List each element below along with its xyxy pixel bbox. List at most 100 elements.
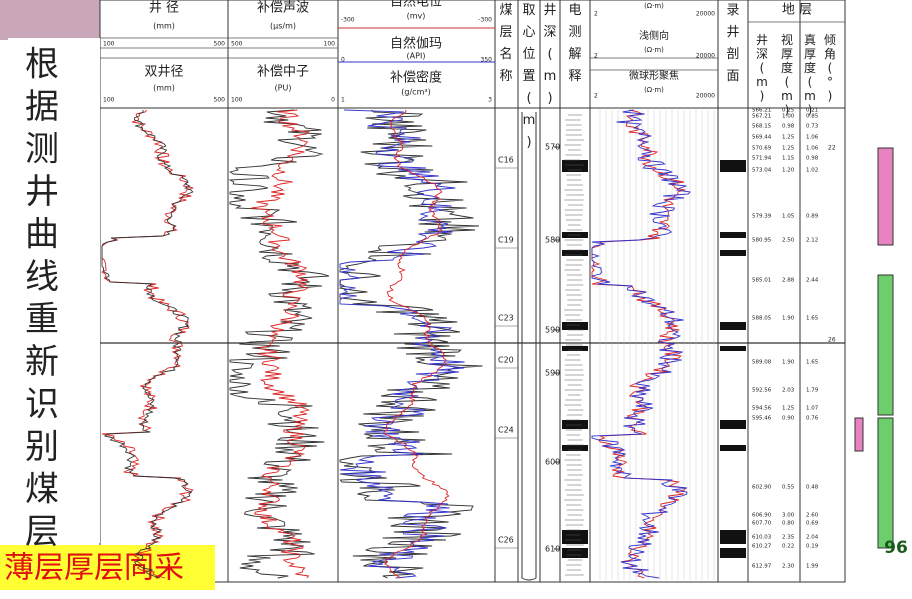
strata-value: 1.20 (782, 168, 795, 174)
depth-label: 590 (545, 326, 560, 335)
strata-value: 0.22 (782, 544, 794, 550)
strata-value: 0.25 (782, 108, 795, 114)
seam-label: C23 (498, 314, 514, 323)
strata-value: 607.70 (752, 521, 772, 527)
strata-value: 2.03 (782, 388, 795, 394)
strata-value: 588.05 (752, 316, 772, 322)
strata-column: 倾角(°) (824, 33, 836, 103)
scale-right: 500 (214, 41, 226, 48)
strata-value: 0.48 (806, 485, 819, 491)
dip-label: 22 (828, 145, 836, 152)
strata-value: 0.19 (806, 544, 819, 550)
strata-value: 568.15 (752, 124, 772, 130)
log-curve (591, 109, 691, 579)
strata-value: 0.69 (806, 521, 819, 527)
coal-band (562, 160, 588, 172)
strata-column: 井深(m) (756, 33, 768, 103)
strata-value: 2.12 (806, 238, 818, 244)
scale-right: 500 (214, 97, 226, 104)
log-curve (101, 109, 194, 579)
strata-value: 0.98 (782, 124, 795, 130)
coal-band (562, 548, 588, 558)
scale-left: 100 (103, 97, 115, 104)
track-unit: (PU) (275, 84, 292, 93)
side-title-char: 层 (25, 512, 59, 552)
depth-label: 610 (545, 545, 560, 554)
side-title-char: 曲 (25, 215, 59, 255)
track-name: 自然伽玛 (390, 36, 442, 52)
strata-value: 2.30 (782, 564, 795, 570)
strata-value: 0.98 (806, 156, 819, 162)
strata-value: 610.03 (752, 535, 772, 541)
side-title-char: 测 (25, 130, 59, 170)
scale-left: -300 (341, 17, 355, 24)
res-name: (Ω·m) (644, 2, 664, 10)
strata-value: 1.65 (806, 360, 819, 366)
footer-banner: 薄层厚层同采 (4, 551, 184, 586)
track-unit: (g/cm³) (401, 88, 430, 97)
column-header: 煤层名称 (499, 3, 512, 84)
scale-right: 20000 (696, 53, 715, 60)
strata-value: 0.80 (782, 521, 795, 527)
strata-value: 0.73 (806, 124, 819, 130)
seam-label: C26 (498, 536, 514, 545)
coal-band (720, 232, 746, 238)
coal-band (720, 250, 746, 256)
strata-value: 571.94 (752, 156, 772, 162)
coal-band (562, 420, 588, 429)
depth-label: 590 (545, 369, 560, 378)
strata-value: 612.97 (752, 564, 772, 570)
track-unit: (API) (407, 52, 426, 61)
scale-left: 100 (103, 41, 115, 48)
side-bar (877, 274, 894, 416)
strata-value: 585.01 (752, 278, 771, 284)
side-title-char: 重 (25, 300, 59, 340)
dip-label: 26 (828, 337, 836, 344)
strata-value: 606.90 (752, 513, 772, 519)
res-unit: (Ω·m) (644, 46, 664, 54)
strata-value: 0.55 (782, 485, 795, 491)
strata-value: 2.88 (782, 278, 795, 284)
coal-band (562, 530, 588, 544)
column-header: 电测解释 (568, 3, 581, 84)
coal-band (720, 420, 746, 429)
side-title-char: 别 (25, 427, 59, 467)
scale-left: 2 (594, 93, 598, 100)
strata-value: 0.90 (782, 416, 795, 422)
track-unit: (mm) (153, 84, 175, 93)
coal-band (720, 322, 746, 330)
side-bar (877, 417, 894, 549)
borehole (521, 112, 537, 581)
scale-right: 3 (488, 97, 492, 104)
strata-value: 592.56 (752, 388, 772, 394)
side-title-char: 煤 (25, 470, 59, 510)
track-name: 自然电位 (390, 0, 442, 10)
log-curve (228, 109, 330, 579)
strata-value: 0.76 (806, 416, 819, 422)
track-unit: (mm) (153, 22, 175, 31)
strata-value: 1.05 (782, 214, 795, 220)
res-name: 微球形聚焦 (629, 69, 679, 82)
coal-band (720, 530, 746, 544)
track-unit: (mv) (407, 12, 426, 21)
strata-column: 真厚度(m) (804, 33, 816, 117)
scale-left: 2 (594, 53, 598, 60)
coal-band (720, 445, 746, 451)
image-strip (0, 0, 100, 40)
track-unit: (μs/m) (270, 22, 296, 31)
strata-value: 602.90 (752, 485, 772, 491)
coal-band (562, 445, 588, 451)
footer-box (0, 545, 215, 590)
column-header: 录井剖面 (726, 3, 739, 84)
scale-right: 100 (324, 41, 336, 48)
side-title-char: 根 (25, 45, 59, 85)
column-header: 取心位置(m) (522, 3, 535, 150)
strata-value: 580.95 (752, 238, 772, 244)
strata-value: 570.69 (752, 146, 772, 152)
scale-right: 0 (331, 97, 335, 104)
strata-value: 1.99 (806, 564, 819, 570)
coal-band (720, 548, 746, 558)
strata-value: 2.04 (806, 535, 819, 541)
